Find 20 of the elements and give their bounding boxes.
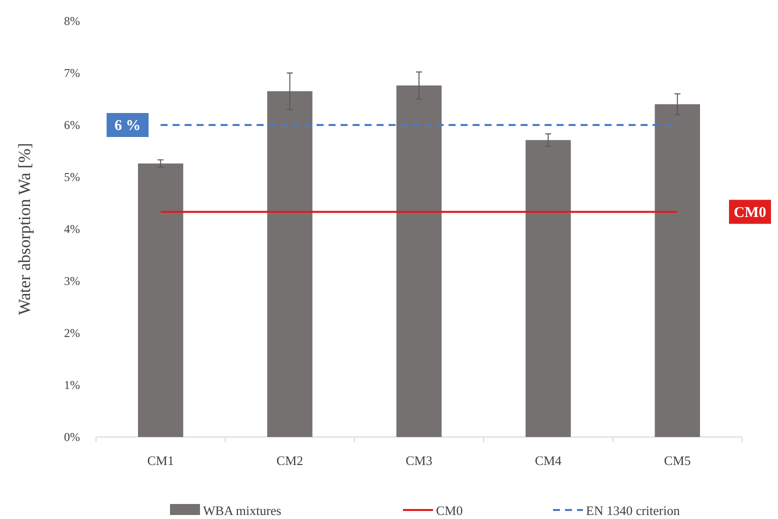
y-tick-label: 6% [64,118,80,132]
x-tick-label: CM4 [534,453,562,468]
y-tick-label: 0% [64,430,80,444]
legend-label: CM0 [436,503,463,518]
x-tick-label: CM3 [406,453,432,468]
y-axis-title: Water absorption Wa [%] [15,142,34,316]
x-tick-label: CM2 [276,453,304,468]
legend-label: WBA mixtures [203,503,282,518]
y-tick-label: 5% [64,170,80,184]
annotation: CM0 [734,204,766,221]
x-tick-label: CM5 [664,453,691,468]
y-tick-label: 2% [64,326,80,340]
y-tick-label: 4% [64,222,80,236]
y-tick-label: 7% [64,66,80,80]
y-tick-label: 1% [64,378,80,392]
x-tick-label: CM1 [147,453,174,468]
annotation: 6 % [114,118,141,134]
legend-label: EN 1340 criterion [586,503,680,518]
y-tick-label: 8% [64,14,80,28]
y-tick-label: 3% [64,274,80,288]
